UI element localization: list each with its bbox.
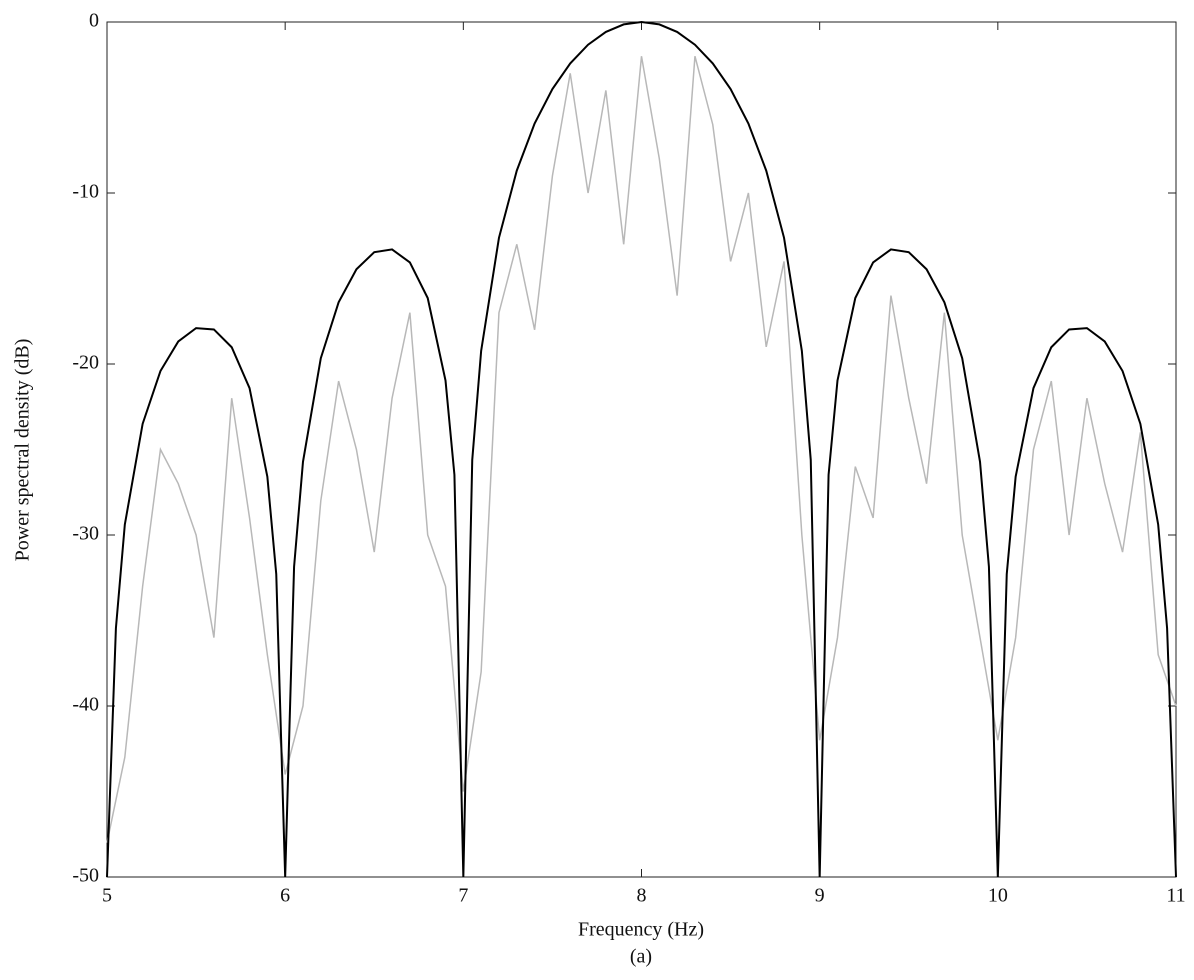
x-tick-label: 5	[102, 885, 112, 907]
y-tick-label: -40	[72, 694, 99, 716]
data-line	[106, 56, 1177, 843]
x-tick-label: 6	[280, 885, 290, 907]
plot-frame	[106, 21, 1177, 878]
y-tick-label: 0	[89, 10, 99, 32]
y-tick-label: -50	[72, 865, 99, 887]
x-tick-label: 8	[637, 885, 647, 907]
y-tick-label: -30	[72, 523, 99, 545]
x-tick-label: 7	[458, 885, 468, 907]
y-axis-label: Power spectral density (dB)	[12, 339, 34, 562]
y-tick-label: -20	[72, 352, 99, 374]
x-tick-label: 11	[1166, 885, 1185, 907]
subtitle: (a)	[630, 946, 652, 968]
y-tick-label: -10	[72, 181, 99, 203]
x-tick-label: 10	[988, 885, 1008, 907]
x-tick-label: 9	[815, 885, 825, 907]
x-axis-label: Frequency (Hz)	[578, 919, 704, 941]
data-line	[106, 20, 1177, 878]
